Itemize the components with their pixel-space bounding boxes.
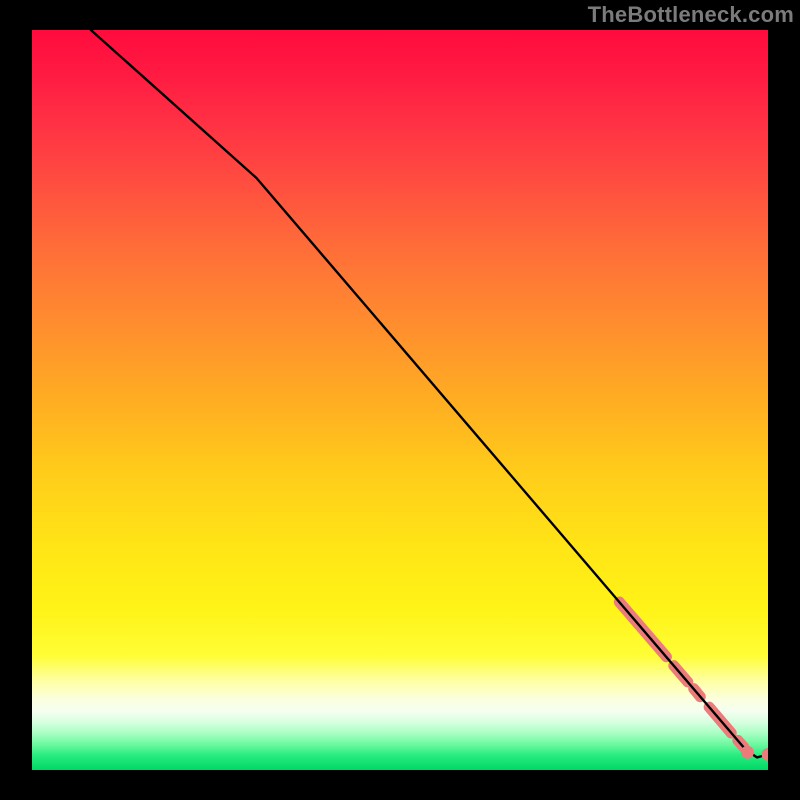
chart-svg xyxy=(32,30,768,770)
watermark-text: TheBottleneck.com xyxy=(588,2,794,28)
gradient-fill-rect xyxy=(32,30,768,770)
plot-area xyxy=(32,30,768,770)
marker-point xyxy=(741,746,754,759)
chart-frame: TheBottleneck.com xyxy=(0,0,800,800)
